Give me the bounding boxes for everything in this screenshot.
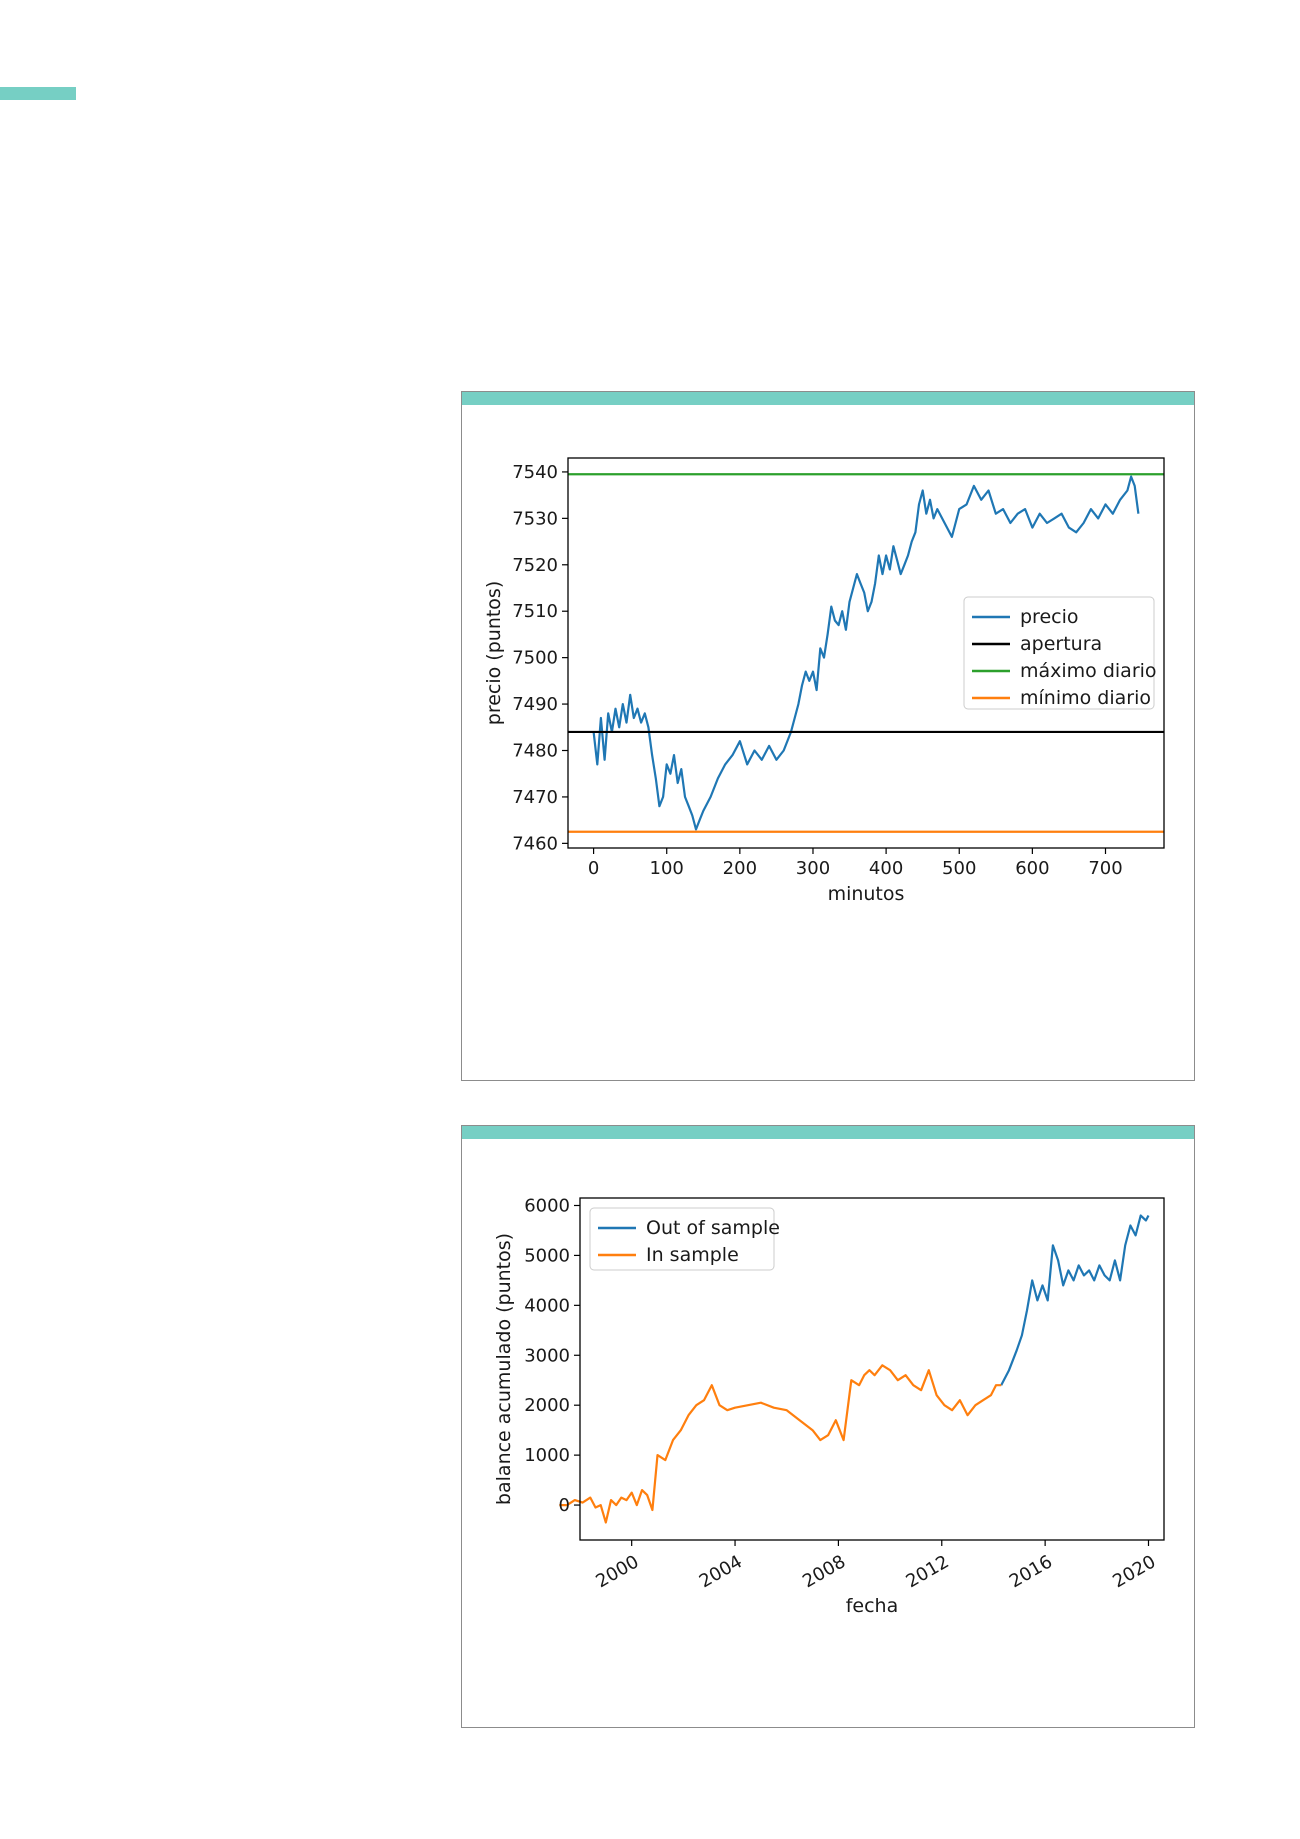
x-tick-label: 2016	[1006, 1551, 1056, 1592]
legend-label-0: Out of sample	[646, 1217, 780, 1239]
series-line-0	[1000, 1214, 1150, 1386]
y-tick-label: 7480	[512, 741, 558, 762]
y-tick-label: 7500	[512, 648, 558, 669]
panel-header-stripe	[462, 392, 1194, 405]
x-tick-label: 2012	[902, 1551, 952, 1592]
x-tick-label: 300	[796, 858, 830, 879]
x-tick-label: 400	[869, 858, 903, 879]
y-tick-label: 7460	[512, 833, 558, 854]
x-tick-label: 2020	[1109, 1551, 1159, 1592]
series-line-1	[559, 1364, 1002, 1524]
y-tick-label: 0	[559, 1495, 570, 1516]
panel-header-stripe	[462, 1126, 1194, 1139]
x-tick-label: 500	[942, 858, 976, 879]
plot-frame	[579, 1197, 1165, 1541]
x-tick-label: 2000	[592, 1551, 642, 1592]
y-tick-label: 7520	[512, 555, 558, 576]
y-tick-label: 7510	[512, 601, 558, 622]
chart-panel-balance: 2000 2004 2008 2012 2016 2020 0 1000 2000 3000 400…	[461, 1125, 1195, 1728]
x-tick-label: 2008	[799, 1551, 849, 1592]
y-tick-label: 7530	[512, 508, 558, 529]
y-tick-label: 7490	[512, 694, 558, 715]
y-tick-label: 6000	[524, 1195, 570, 1216]
y-tick-label: 5000	[524, 1245, 570, 1266]
legend-label-0: precio	[1020, 606, 1079, 628]
y-tick-label: 1000	[524, 1445, 570, 1466]
legend-label-3: mínimo diario	[1020, 687, 1151, 709]
x-tick-label: 0	[588, 858, 599, 879]
y-axis-label: balance acumulado (puntos)	[493, 1233, 515, 1505]
y-tick-label: 7470	[512, 787, 558, 808]
y-axis-label: precio (puntos)	[483, 581, 505, 725]
legend-label-1: apertura	[1020, 633, 1102, 655]
y-tick-label: 2000	[524, 1395, 570, 1416]
legend-label-1: In sample	[646, 1244, 739, 1266]
series-line-0	[592, 475, 1140, 831]
y-tick-label: 3000	[524, 1345, 570, 1366]
y-tick-label: 7540	[512, 462, 558, 483]
x-tick-label: 2004	[696, 1551, 746, 1592]
x-tick-label: 700	[1088, 858, 1122, 879]
corner-accent-bar	[0, 87, 76, 100]
x-axis-label: fecha	[846, 1595, 899, 1617]
legend-label-2: máximo diario	[1020, 660, 1157, 682]
x-tick-label: 200	[723, 858, 757, 879]
x-axis-label: minutos	[828, 883, 905, 905]
chart-panel-precio: 0 100 200 300 400 500 600 700 7460 7470 7480 7490 75…	[461, 391, 1195, 1081]
legend-box	[963, 596, 1155, 710]
y-tick-label: 4000	[524, 1295, 570, 1316]
x-tick-label: 100	[650, 858, 684, 879]
balance-line-chart: 2000 2004 2008 2012 2016 2020 0 1000 2000 3000 400…	[493, 1195, 1165, 1617]
plot-frame	[567, 457, 1165, 849]
x-tick-label: 600	[1015, 858, 1049, 879]
price-line-chart: 0 100 200 300 400 500 600 700 7460 7470 7480 7490 75…	[483, 457, 1165, 905]
